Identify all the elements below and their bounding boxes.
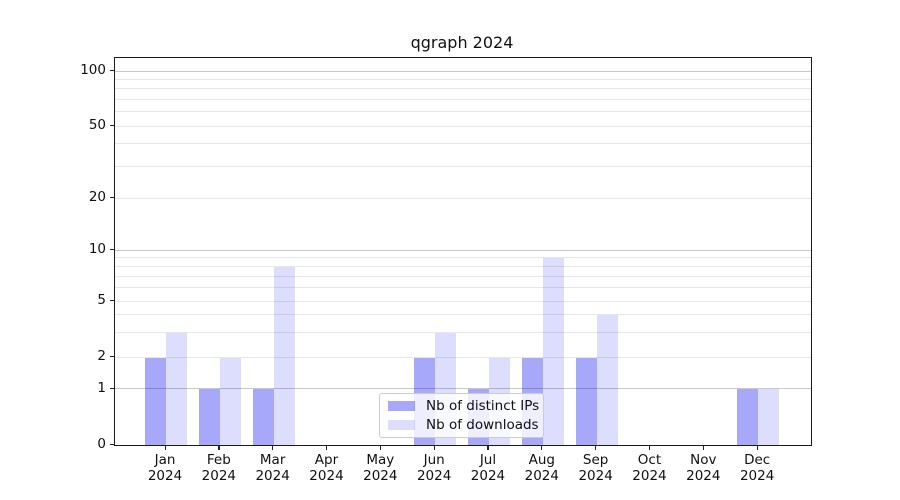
legend-row-downloads: Nb of downloads (380, 417, 543, 433)
y-tick-mark-1 (109, 387, 114, 389)
gridline-minor-50 (115, 125, 811, 127)
y-tick-label-1: 1 (97, 379, 106, 396)
legend: Nb of distinct IPs Nb of downloads (379, 393, 544, 438)
x-tick-mark-nov (702, 445, 704, 450)
legend-swatch-downloads (388, 420, 415, 431)
y-tick-mark-100 (109, 70, 114, 72)
y-tick-mark-50 (109, 125, 114, 127)
gridline-minor-8 (115, 265, 811, 267)
x-tick-label-nov: Nov 2024 (686, 452, 721, 484)
x-tick-label-aug: Aug 2024 (524, 452, 559, 484)
x-tick-label-dec: Dec 2024 (739, 452, 775, 484)
gridline-minor-2 (115, 356, 811, 358)
y-tick-label-100: 100 (80, 62, 106, 78)
x-tick-mark-aug (541, 445, 543, 450)
x-tick-label-mar: Mar 2024 (255, 452, 290, 484)
gridline-minor-80 (115, 88, 811, 90)
bar-ips-jan (145, 357, 166, 445)
y-tick-mark-10 (109, 249, 114, 251)
x-tick-label-jul: Jul 2024 (470, 452, 506, 484)
bar-ips-dec (737, 389, 759, 445)
x-tick-label-feb: Feb 2024 (201, 452, 236, 484)
bar-downloads-dec (758, 389, 780, 445)
x-tick-mark-jan (164, 445, 166, 450)
gridline-major-100 (115, 70, 811, 72)
legend-label-distinct-ips: Nb of distinct IPs (426, 397, 540, 414)
y-tick-mark-20 (109, 197, 114, 199)
legend-label-downloads: Nb of downloads (426, 417, 539, 434)
x-tick-label-apr: Apr 2024 (309, 452, 344, 484)
bar-ips-sep (575, 357, 597, 445)
x-tick-mark-feb (218, 445, 220, 450)
x-tick-mark-jun (433, 445, 435, 450)
x-tick-mark-dec (756, 445, 758, 450)
chart-title: qgraph 2024 (410, 33, 514, 52)
gridline-minor-20 (115, 197, 811, 199)
gridline-minor-90 (115, 78, 811, 80)
x-tick-mark-jul (487, 445, 489, 450)
gridline-minor-9 (115, 257, 811, 259)
gridline-minor-30 (115, 165, 811, 167)
gridline-minor-5 (115, 300, 811, 302)
gridline-minor-3 (115, 331, 811, 333)
bar-ips-mar (252, 389, 274, 445)
x-tick-label-oct: Oct 2024 (632, 452, 667, 484)
y-tick-mark-5 (109, 300, 114, 302)
x-tick-mark-mar (272, 445, 274, 450)
y-tick-label-50: 50 (88, 117, 106, 133)
gridline-minor-7 (115, 275, 811, 277)
gridline-major-1 (115, 388, 811, 389)
bar-downloads-jan (166, 332, 187, 445)
x-tick-label-jun: Jun 2024 (416, 452, 452, 484)
gridline-minor-70 (115, 98, 811, 100)
x-tick-mark-apr (325, 445, 328, 450)
gridline-major-10 (115, 249, 811, 251)
gridline-minor-6 (115, 287, 811, 289)
x-tick-label-may: May 2024 (363, 452, 398, 484)
legend-row-distinct-ips: Nb of distinct IPs (380, 398, 543, 414)
x-tick-label-sep: Sep 2024 (578, 452, 613, 484)
bar-downloads-sep (596, 315, 618, 445)
bar-downloads-mar (273, 266, 295, 445)
y-tick-label-5: 5 (97, 292, 106, 308)
x-tick-label-jan: Jan 2024 (147, 452, 183, 484)
x-tick-mark-may (379, 445, 381, 450)
x-tick-mark-oct (648, 445, 651, 450)
gridline-minor-40 (115, 143, 811, 145)
y-tick-label-20: 20 (88, 189, 106, 205)
gridline-minor-4 (115, 314, 811, 316)
x-tick-mark-sep (595, 445, 597, 450)
bar-ips-feb (198, 389, 220, 445)
y-tick-label-2: 2 (97, 348, 106, 364)
plot-area: Nb of distinct IPs Nb of downloads (114, 57, 812, 446)
legend-swatch-distinct-ips (388, 400, 415, 411)
y-tick-label-0: 0 (97, 435, 106, 452)
bar-downloads-feb (219, 357, 241, 445)
y-tick-label-10: 10 (88, 241, 106, 257)
y-tick-mark-2 (109, 356, 114, 358)
y-tick-mark-0 (109, 443, 114, 445)
gridline-minor-60 (115, 111, 811, 113)
bar-downloads-aug (542, 258, 564, 445)
